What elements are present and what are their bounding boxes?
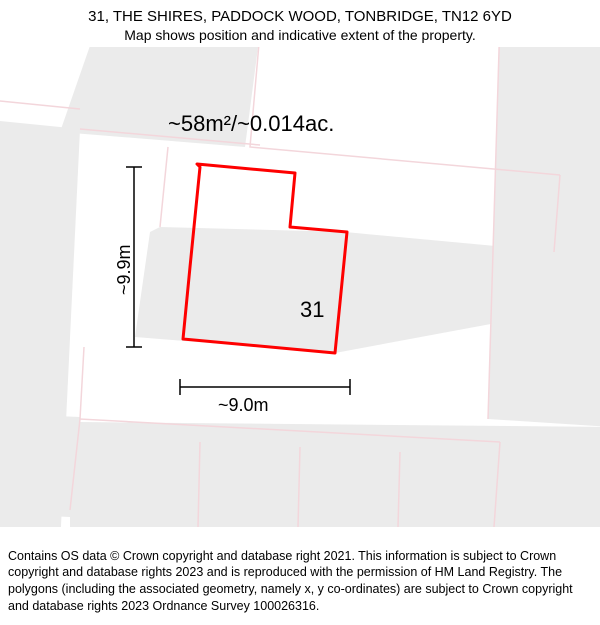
subtitle-line: Map shows position and indicative extent… bbox=[10, 27, 590, 43]
footer-text: Contains OS data © Crown copyright and d… bbox=[0, 542, 600, 625]
map-area: ~58m²/~0.014ac. ~9.9m ~9.0m 31 bbox=[0, 47, 600, 527]
header: 31, THE SHIRES, PADDOCK WOOD, TONBRIDGE,… bbox=[0, 0, 600, 47]
house-number-label: 31 bbox=[300, 297, 324, 323]
address-line: 31, THE SHIRES, PADDOCK WOOD, TONBRIDGE,… bbox=[10, 8, 590, 25]
height-label: ~9.9m bbox=[114, 244, 135, 295]
area-label: ~58m²/~0.014ac. bbox=[168, 111, 334, 137]
width-label: ~9.0m bbox=[218, 395, 269, 416]
